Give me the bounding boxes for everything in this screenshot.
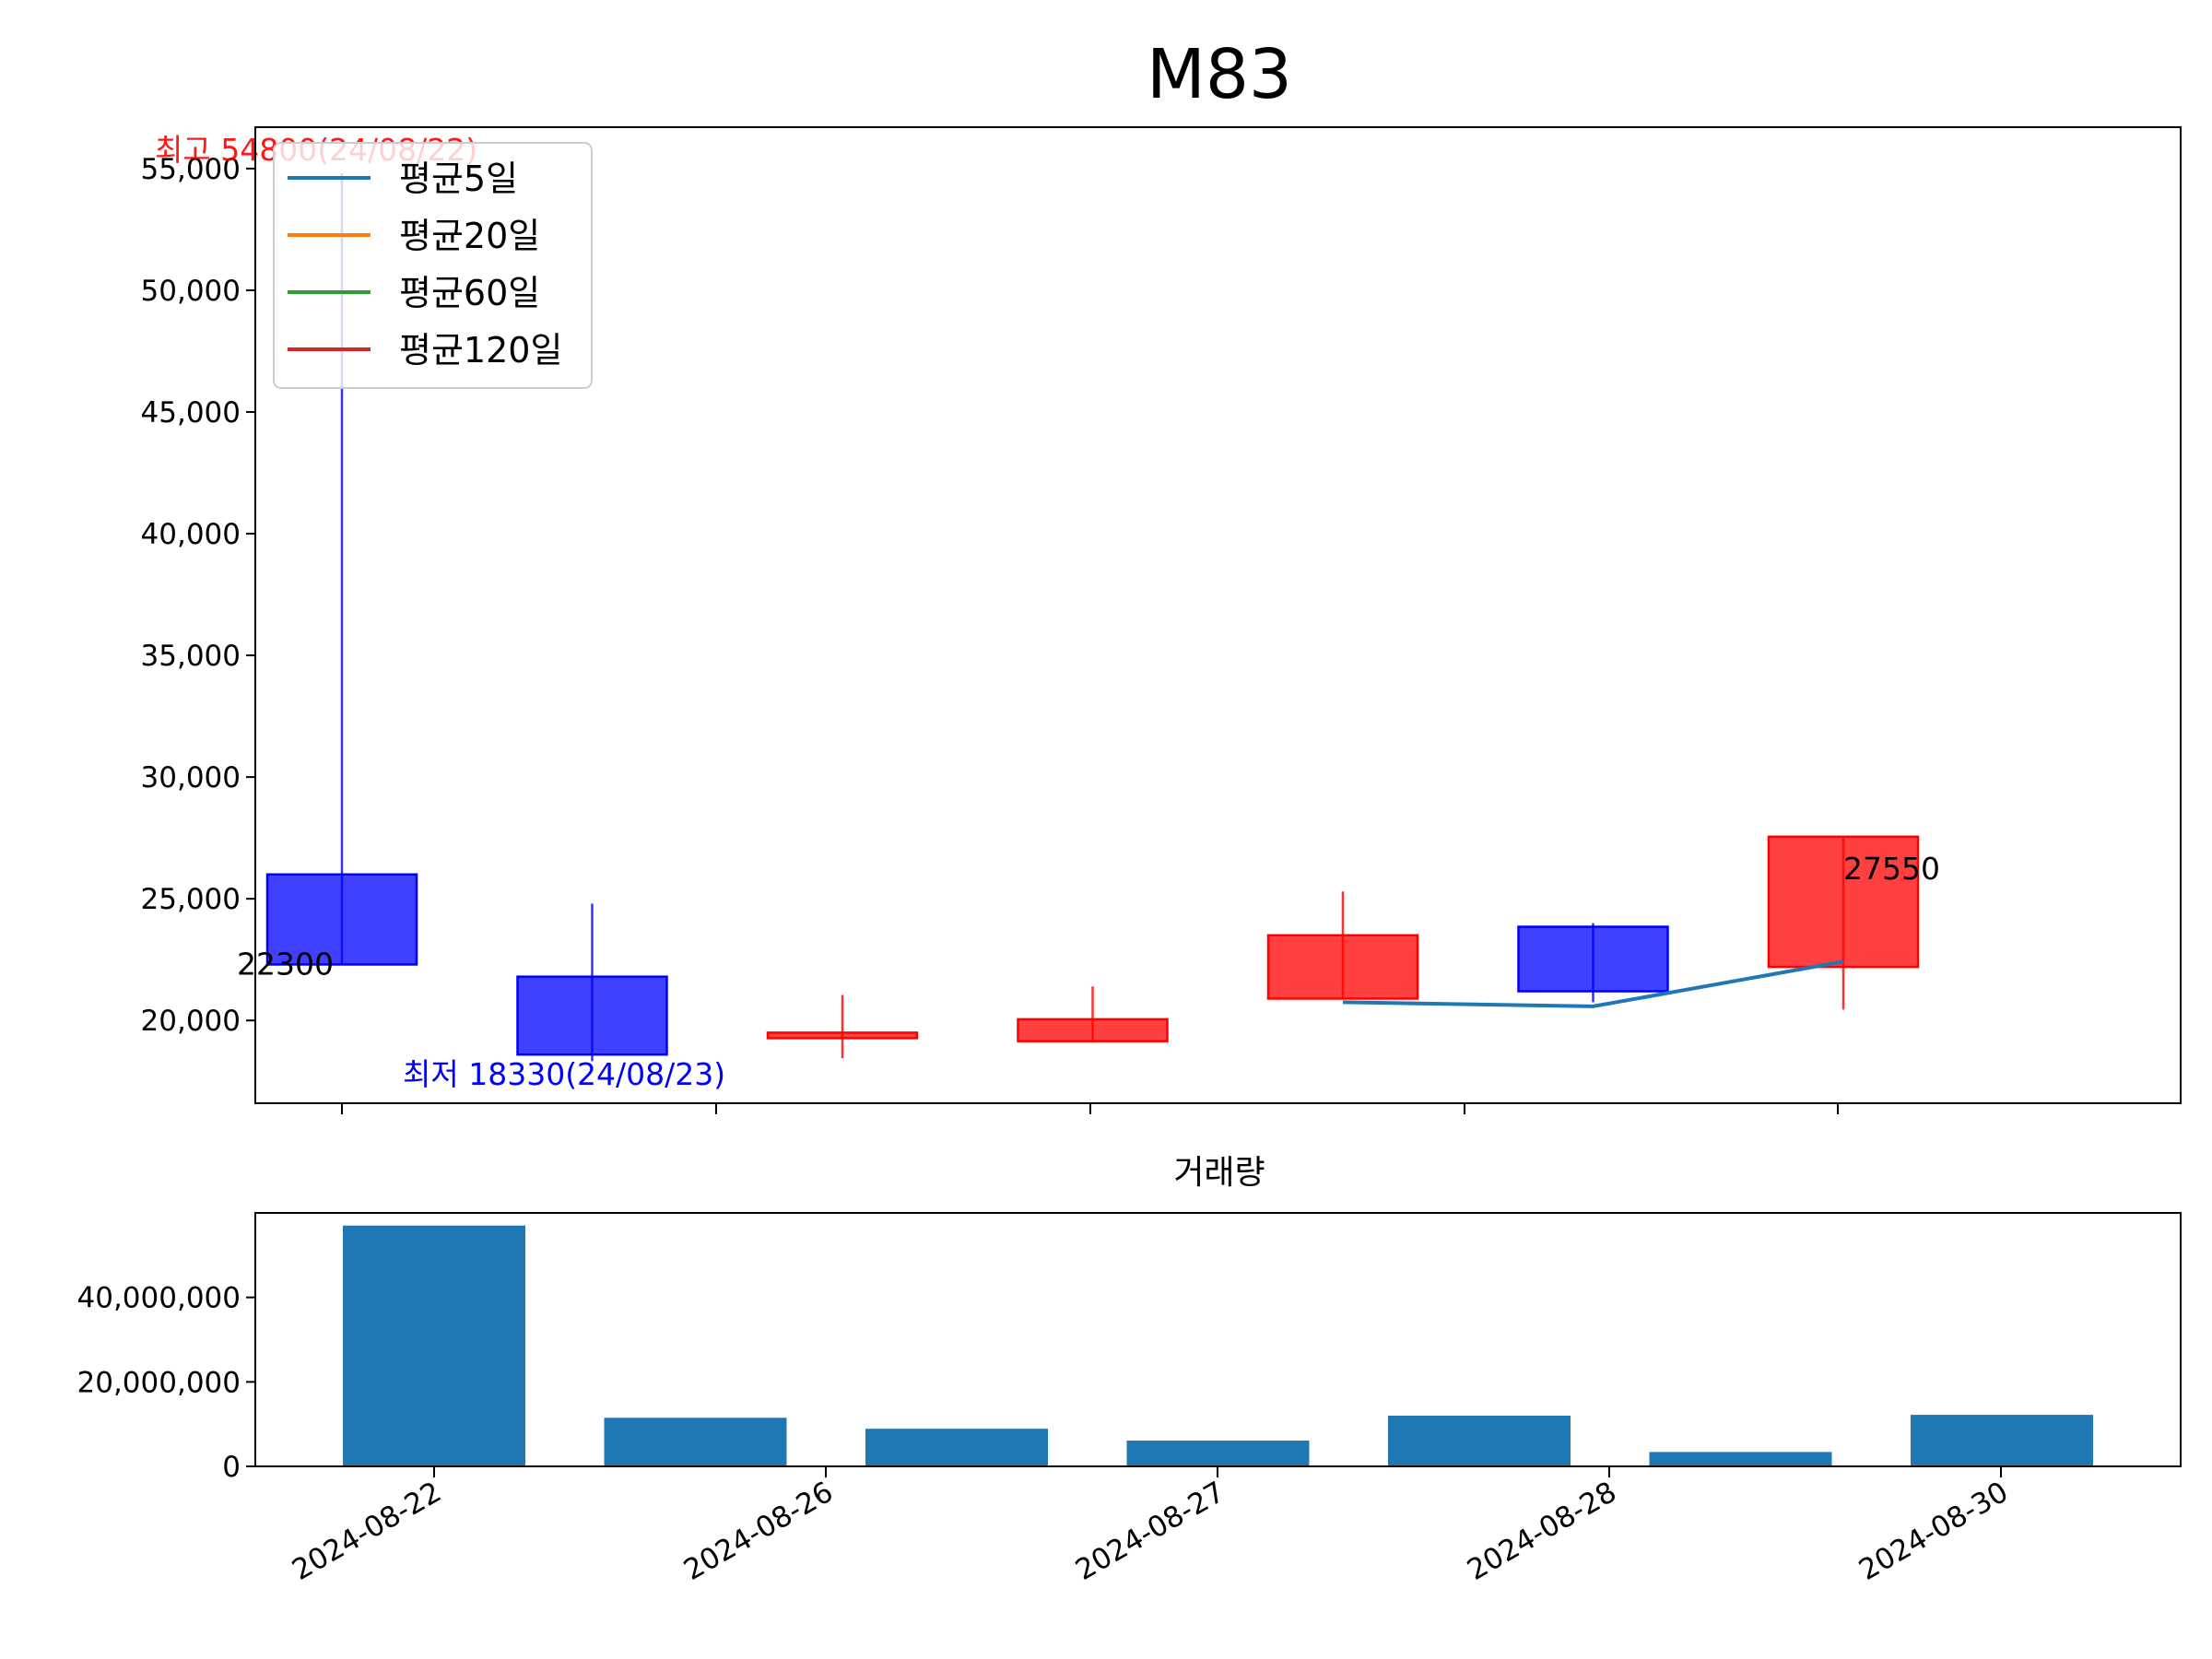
candle-2024-08-30: [1767, 835, 1920, 1010]
volume-title: 거래량: [1173, 1154, 1265, 1192]
price-y-tick-label: 40,000: [141, 518, 241, 551]
candle-2024-08-23: [516, 903, 668, 1062]
price-y-tick-label: 30,000: [141, 761, 241, 794]
legend-label: 평균60일: [399, 273, 540, 313]
x-tick-label: 2024-08-26: [678, 1476, 839, 1587]
volume-plot-frame: [254, 1212, 2182, 1467]
volume-bar-2024-08-28: [1388, 1416, 1571, 1466]
candle-body: [1517, 925, 1669, 993]
x-tick-label: 2024-08-22: [287, 1476, 447, 1587]
candle-2024-08-28: [1266, 891, 1419, 1000]
x-tick-label: 2024-08-30: [1853, 1476, 2014, 1587]
price-plot-frame: [254, 126, 2182, 1104]
legend-label: 평균120일: [399, 330, 562, 371]
candle-body: [1017, 1018, 1169, 1042]
candle-body: [516, 975, 668, 1056]
last-close-annotation: 27550: [1843, 851, 1940, 887]
low-annotation: 최저 18330(24/08/23): [403, 1056, 725, 1092]
volume-panel: 거래량 0 20,000,000 40,000,000 2024-08-22 2024-…: [77, 1154, 2182, 1587]
candle-body: [1767, 835, 1920, 969]
chart-title: M83: [1147, 35, 1292, 114]
volume-bar-2024-08-22: [343, 1225, 525, 1466]
price-y-tick-label: 50,000: [141, 275, 241, 308]
price-y-tick-label: 20,000: [141, 1005, 241, 1038]
x-tick-label: 2024-08-27: [1070, 1476, 1230, 1587]
ma-line-평균5일: [1342, 959, 1844, 1008]
volume-bar-2024-08-29: [1649, 1452, 1832, 1466]
candle-body: [766, 1031, 919, 1040]
volume-bar-2024-08-30: [1911, 1415, 2093, 1466]
volume-bar-2024-08-23: [604, 1418, 787, 1466]
price-y-tick-label: 25,000: [141, 883, 241, 916]
candle-2024-08-26: [766, 994, 919, 1059]
price-y-tick-label: 45,000: [141, 396, 241, 429]
legend-box: [273, 142, 593, 389]
candle-2024-08-29: [1517, 923, 1669, 1003]
price-y-tick-label: 35,000: [141, 640, 241, 673]
volume-bar-2024-08-26: [865, 1429, 1048, 1466]
candle-2024-08-27: [1017, 986, 1169, 1042]
first-close-annotation: 22300: [237, 946, 334, 982]
candle-body: [1266, 934, 1419, 1000]
volume-bar-2024-08-27: [1126, 1441, 1310, 1466]
candle-body: [265, 873, 418, 966]
volume-y-tick-label: 40,000,000: [77, 1282, 241, 1315]
legend-label: 평균20일: [399, 216, 540, 256]
volume-y-tick-label: 0: [222, 1451, 241, 1484]
legend-label: 평균5일: [399, 159, 518, 199]
volume-y-tick-label: 20,000,000: [77, 1366, 241, 1399]
price-y-tick-label: 55,000: [141, 153, 241, 186]
x-tick-label: 2024-08-28: [1462, 1476, 1622, 1587]
price-panel: 20,000 25,000 30,000 35,000 40,000 45,000 50,0…: [141, 126, 2182, 1114]
